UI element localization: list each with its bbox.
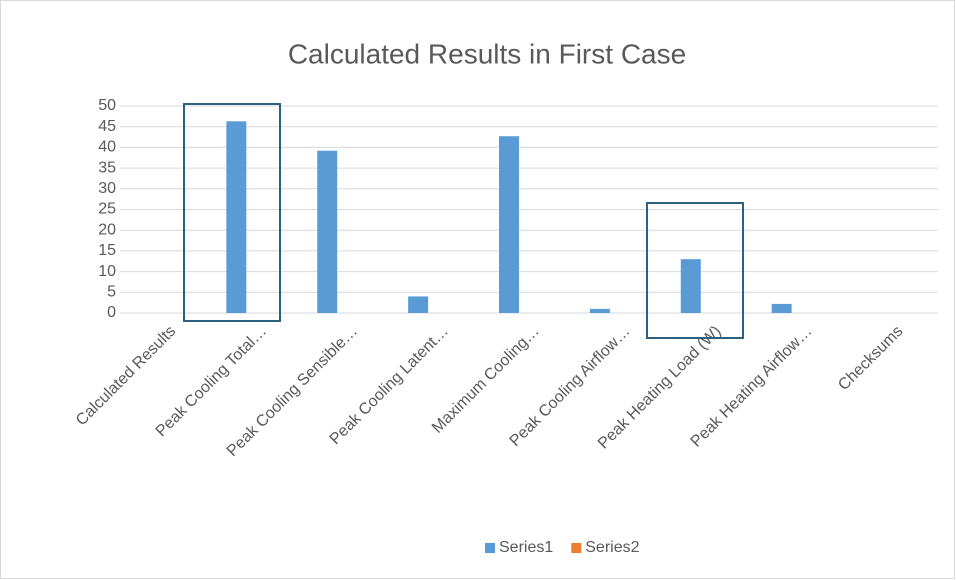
bar xyxy=(408,296,429,313)
y-tick-label: 0 xyxy=(107,304,116,321)
chart-title: Calculated Results in First Case xyxy=(288,38,686,69)
y-tick-label: 20 xyxy=(98,221,116,238)
y-tick-label: 35 xyxy=(98,159,116,176)
y-tick-label: 50 xyxy=(98,97,116,114)
legend-label: Series2 xyxy=(585,539,639,556)
y-tick-label: 10 xyxy=(98,263,116,280)
bar xyxy=(589,308,610,313)
bar xyxy=(680,259,701,313)
bar xyxy=(499,136,519,313)
bar xyxy=(771,303,792,313)
highlight-box xyxy=(183,103,281,322)
legend-swatch xyxy=(571,543,582,553)
y-tick-label: 40 xyxy=(98,139,116,156)
y-tick-label: 30 xyxy=(98,180,116,197)
y-tick-label: 25 xyxy=(98,201,116,218)
y-tick-label: 5 xyxy=(107,284,116,301)
y-tick-label: 45 xyxy=(98,118,116,135)
legend-swatch xyxy=(485,543,495,553)
y-tick-label: 15 xyxy=(98,242,116,259)
bar xyxy=(226,121,247,314)
highlight-box xyxy=(646,202,744,339)
legend-label: Series1 xyxy=(499,539,553,556)
bar xyxy=(317,150,338,313)
